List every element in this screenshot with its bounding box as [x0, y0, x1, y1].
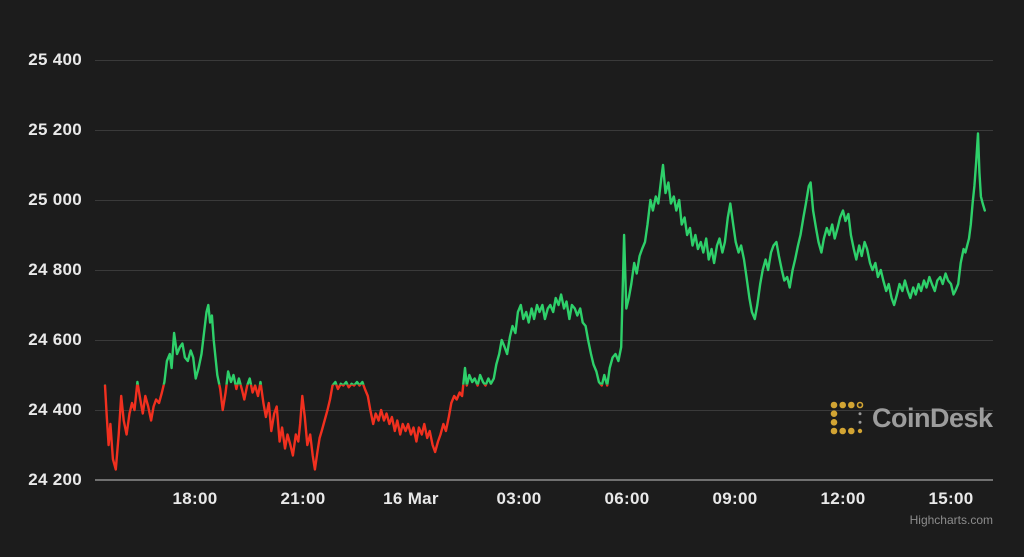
coindesk-logo-text: CoinDesk [872, 402, 993, 433]
y-axis-label: 24 600 [28, 330, 82, 349]
price-line-below-threshold [103, 384, 609, 471]
x-axis-label: 21:00 [280, 489, 326, 508]
x-axis-label: 03:00 [496, 489, 542, 508]
x-axis-label: 12:00 [820, 489, 866, 508]
y-axis-label: 24 800 [28, 260, 82, 279]
x-axis-label: 15:00 [928, 489, 974, 508]
gridlines [95, 60, 993, 411]
x-axis-label: 09:00 [712, 489, 758, 508]
highcharts-credit-link[interactable]: Highcharts.com [909, 513, 993, 527]
x-axis-label: 06:00 [604, 489, 650, 508]
price-line-above-threshold [104, 132, 986, 385]
y-axis-label: 24 400 [28, 400, 82, 419]
y-axis-label: 25 400 [28, 50, 82, 69]
coindesk-logo: CoinDesk [830, 399, 993, 437]
y-axis-label: 25 200 [28, 120, 82, 139]
y-axis-label: 25 000 [28, 190, 82, 209]
x-axis-label: 16 Mar [383, 489, 439, 508]
x-axis-label: 18:00 [172, 489, 218, 508]
coindesk-logo-icon [830, 401, 864, 435]
y-axis-label: 24 200 [28, 470, 82, 489]
